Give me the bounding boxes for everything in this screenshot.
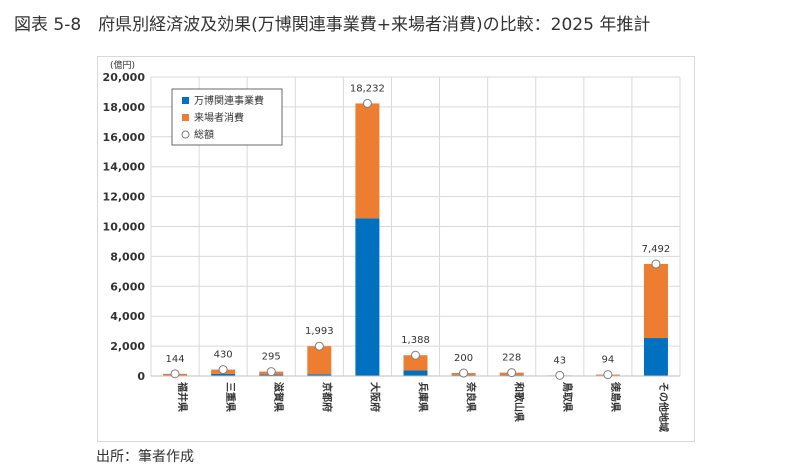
x-category-label: その他地域 — [657, 382, 670, 432]
total-marker — [218, 365, 228, 375]
total-data-label: 94 — [601, 355, 614, 366]
y-tick-label: 18,000 — [103, 101, 146, 114]
y-tick-label: 16,000 — [103, 131, 146, 144]
total-marker — [170, 369, 180, 379]
y-tick-label: 0 — [137, 370, 145, 383]
legend-marker — [181, 130, 190, 139]
y-tick-label: 20,000 — [103, 71, 146, 84]
bar-segment — [211, 373, 236, 376]
total-data-label: 144 — [165, 354, 184, 365]
bar-segment — [307, 346, 332, 375]
x-category-label: 和歌山県 — [513, 381, 526, 422]
y-tick-label: 12,000 — [103, 191, 146, 204]
figure-title: 図表 5-8 府県別経済波及効果(万博関連事業費+来場者消費)の比較：2025 … — [14, 15, 651, 35]
x-category-label: 兵庫県 — [417, 382, 430, 412]
legend-box — [171, 88, 283, 146]
legend-label: 総額 — [194, 128, 214, 141]
bar-segment — [403, 370, 428, 376]
source-note: 出所：筆者作成 — [96, 449, 194, 465]
y-tick-label: 10,000 — [103, 221, 146, 234]
y-unit-label: (億円) — [110, 59, 135, 71]
y-tick-label: 6,000 — [110, 280, 145, 293]
bar-segment — [355, 103, 380, 219]
total-data-label: 228 — [502, 353, 521, 364]
total-marker — [603, 370, 613, 380]
legend-swatch — [182, 97, 189, 104]
total-data-label: 43 — [553, 355, 566, 366]
bar-segment — [307, 374, 332, 376]
total-data-label: 430 — [214, 350, 233, 361]
total-marker — [507, 368, 517, 378]
x-category-label: 鳥取県 — [561, 382, 574, 412]
bar-segment — [643, 263, 668, 339]
x-category-label: 京都府 — [320, 382, 333, 412]
bar-segment — [403, 355, 428, 371]
total-data-label: 18,232 — [350, 83, 385, 94]
x-category-label: 三重県 — [224, 382, 237, 412]
total-marker — [459, 368, 469, 378]
total-data-label: 1,388 — [401, 335, 430, 346]
bar-segment — [355, 218, 380, 376]
x-category-label: 福井県 — [176, 381, 189, 412]
x-category-label: 徳島県 — [609, 381, 622, 412]
y-tick-label: 14,000 — [103, 161, 146, 174]
stacked-bar-chart: 0 2,000 4,000 6,000 8,000 10,000 12,000 14,000 1… — [103, 59, 681, 432]
chart-area: 0 2,000 4,000 6,000 8,000 10,000 12,000 14,000 1… — [97, 56, 695, 442]
total-marker — [411, 350, 420, 360]
x-category-label: 大阪府 — [368, 382, 381, 412]
y-tick-label: 8,000 — [110, 250, 145, 263]
legend-label: 万博関連事業費 — [194, 94, 264, 107]
legend-label: 来場者消費 — [194, 111, 244, 124]
total-data-label: 1,993 — [305, 326, 334, 337]
y-tick-label: 4,000 — [110, 310, 145, 323]
total-data-label: 295 — [262, 352, 281, 363]
total-marker — [555, 370, 565, 380]
y-tick-label: 2,000 — [110, 340, 145, 353]
bar-segment — [643, 338, 668, 376]
total-marker — [266, 367, 276, 377]
legend-swatch — [182, 114, 189, 121]
total-data-label: 7,492 — [642, 244, 671, 255]
x-category-label: 滋賀県 — [272, 382, 285, 412]
total-marker — [651, 259, 661, 269]
total-marker — [362, 98, 372, 108]
total-marker — [314, 341, 324, 351]
x-category-label: 奈良県 — [465, 381, 478, 412]
total-data-label: 200 — [454, 353, 473, 364]
